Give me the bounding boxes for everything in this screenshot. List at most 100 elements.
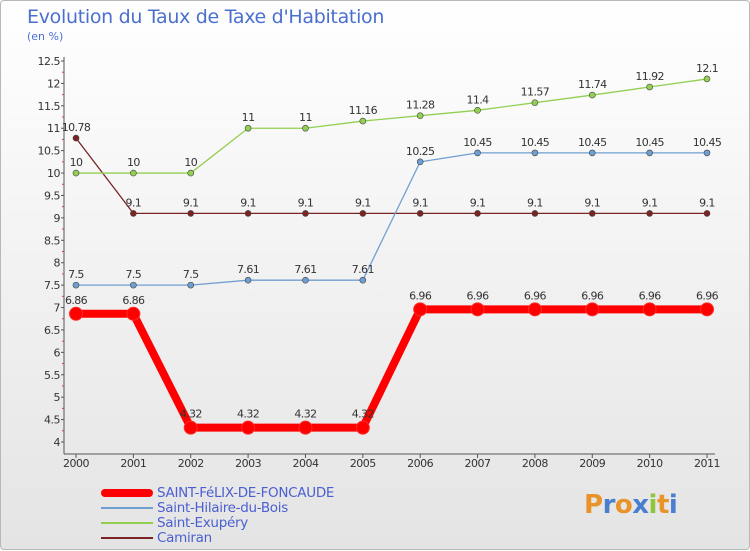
chart-title: Evolution du Taux de Taxe d'Habitation (27, 6, 385, 28)
data-label: 10.78 (62, 121, 91, 134)
data-label: 9.1 (240, 196, 256, 209)
data-point (244, 210, 252, 217)
x-tick-label: 2002 (178, 457, 204, 470)
data-point (416, 158, 424, 166)
legend-label: Camiran (157, 530, 212, 546)
data-point (413, 302, 428, 317)
data-point (531, 149, 539, 157)
y-tick-label: 11.5 (38, 100, 61, 113)
logo-letter: o (614, 490, 633, 520)
logo-letter: r (602, 490, 616, 520)
data-label: 7.61 (237, 263, 259, 276)
legend-label: SAINT-FéLIX-DE-FONCAUDE (157, 485, 335, 501)
x-tick-label: 2009 (579, 457, 605, 470)
data-label: 4.32 (180, 408, 202, 421)
data-point (72, 134, 80, 142)
data-label: 9.1 (699, 196, 715, 209)
y-tick-label: 4.5 (44, 414, 60, 427)
data-label: 10.45 (463, 136, 492, 149)
data-point (244, 124, 252, 132)
data-point (474, 210, 481, 217)
data-label: 9.1 (470, 196, 486, 209)
data-label: 9.1 (642, 196, 658, 209)
data-label: 10.45 (635, 136, 664, 149)
data-label: 6.96 (696, 289, 719, 302)
data-label: 11.4 (466, 93, 489, 106)
x-tick-label: 2004 (292, 457, 318, 470)
logo-letter: t (656, 490, 669, 520)
data-label: 4.32 (294, 408, 316, 421)
y-tick-label: 12 (47, 77, 60, 90)
data-label: 6.96 (639, 289, 662, 302)
data-label: 7.5 (126, 268, 142, 281)
data-point (130, 281, 137, 289)
y-tick-label: 7 (54, 302, 61, 315)
y-tick-label: 4 (54, 436, 61, 449)
data-point (646, 149, 653, 157)
data-label: 6.96 (466, 289, 489, 302)
data-label: 6.86 (65, 294, 88, 307)
data-point (244, 276, 252, 284)
y-tick-label: 6 (54, 346, 61, 359)
data-label: 9.1 (584, 196, 600, 209)
legend-swatch (101, 537, 153, 539)
data-point (302, 124, 309, 132)
y-tick-label: 8 (54, 257, 61, 270)
data-point (416, 112, 424, 119)
data-point (531, 99, 539, 106)
data-point (416, 210, 424, 217)
data-label: 6.96 (409, 289, 432, 302)
data-label: 9.1 (183, 196, 199, 209)
data-label: 9.1 (412, 196, 428, 209)
series-line (76, 78, 708, 174)
series-line (76, 152, 707, 286)
data-label: 9.1 (527, 196, 543, 209)
data-label: 11.74 (578, 78, 607, 91)
y-tick-label: 5 (54, 391, 61, 404)
data-point (646, 210, 653, 217)
y-tick-label: 12.5 (38, 55, 61, 68)
legend-swatch (101, 522, 153, 524)
legend-swatch (101, 507, 153, 509)
data-point (302, 276, 309, 284)
x-tick-label: 2000 (63, 457, 89, 470)
y-tick-label: 9 (54, 212, 61, 225)
data-point (646, 83, 653, 91)
x-tick-label: 2010 (637, 457, 663, 470)
data-label: 10 (70, 156, 83, 169)
data-point (531, 210, 539, 217)
y-tick-label: 6.5 (44, 324, 60, 337)
data-point (187, 169, 195, 177)
data-label: 12.1 (696, 62, 718, 75)
series-line (76, 305, 707, 432)
data-label: 10 (184, 156, 197, 169)
x-tick-label: 2011 (694, 457, 720, 470)
legend-label: Saint-Hilaire-du-Bois (157, 500, 288, 516)
data-point (474, 149, 481, 157)
data-label: 6.86 (122, 294, 145, 307)
y-tick-label: 5.5 (44, 369, 60, 382)
data-point (588, 149, 596, 157)
x-tick-label: 2007 (465, 457, 491, 470)
data-point (298, 420, 313, 435)
data-label: 10 (127, 156, 140, 169)
data-label: 11 (299, 111, 312, 124)
data-label: 7.5 (68, 268, 84, 281)
data-point (72, 169, 80, 177)
data-label: 10.25 (406, 145, 435, 158)
data-label: 11.28 (406, 99, 435, 112)
data-point (183, 420, 198, 435)
y-unit-label: (en %) (27, 30, 64, 43)
y-tick-label: 8.5 (44, 234, 60, 247)
data-point (69, 306, 83, 321)
data-label: 6.96 (524, 289, 547, 302)
data-label: 7.61 (294, 263, 316, 276)
data-point (700, 302, 714, 317)
data-label: 10.45 (578, 136, 607, 149)
data-label: 11.57 (521, 86, 550, 99)
x-tick-label: 2003 (235, 457, 261, 470)
logo-letter: i (648, 490, 658, 520)
data-point (527, 302, 542, 317)
data-point (703, 149, 711, 157)
